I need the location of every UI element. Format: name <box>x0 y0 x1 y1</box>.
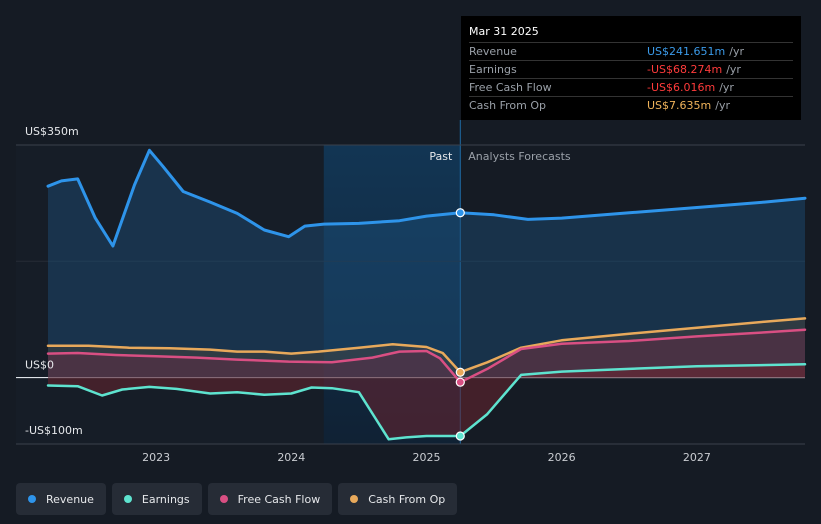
tooltip-panel: Mar 31 2025 Revenue US$241.651m/yr Earning… <box>461 16 801 120</box>
tooltip-row-value: US$241.651m <box>647 45 726 58</box>
tooltip-row-unit: /yr <box>715 99 730 112</box>
tooltip-row-label: Revenue <box>469 45 517 58</box>
x-tick-label: 2023 <box>142 451 170 464</box>
tooltip-row: Free Cash Flow -US$6.016m/yr <box>469 78 793 96</box>
series-lines <box>46 148 807 441</box>
series-areas <box>48 150 805 440</box>
tooltip-row-unit: /yr <box>729 45 744 58</box>
legend-item-earnings[interactable]: Earnings <box>111 483 202 515</box>
tooltip-row-value: -US$6.016m <box>647 81 716 94</box>
legend-item-free-cash-flow[interactable]: Free Cash Flow <box>207 483 333 515</box>
free-cash-flow-marker <box>455 377 465 387</box>
legend-dot-icon <box>219 495 228 503</box>
earnings-line <box>46 363 807 441</box>
x-tick-label: 2026 <box>548 451 576 464</box>
legend: Revenue Earnings Free Cash Flow Cash From O… <box>16 483 458 515</box>
axis-labels: US$350m US$0 -US$100m 2023 2024 2025 2026 2027 P… <box>25 125 711 464</box>
legend-label: Revenue <box>46 492 94 506</box>
tooltip-row-unit: /yr <box>719 81 734 94</box>
forecast-label: Analysts Forecasts <box>468 150 571 163</box>
legend-label: Earnings <box>141 492 190 506</box>
tooltip-row: Earnings -US$68.274m/yr <box>469 60 793 78</box>
x-tick-label: 2025 <box>413 451 441 464</box>
tooltip-date: Mar 31 2025 <box>469 25 539 38</box>
cash-from-op-marker <box>455 367 465 377</box>
revenue-marker <box>455 208 465 218</box>
earnings-area <box>48 364 805 440</box>
tooltip-row-value: -US$68.274m <box>647 63 723 76</box>
legend-dot-icon <box>350 495 359 503</box>
past-label: Past <box>429 150 453 163</box>
tooltip-row-unit: /yr <box>726 63 741 76</box>
series-markers <box>455 208 465 441</box>
revenue-line <box>46 148 807 248</box>
legend-dot-icon <box>123 495 132 503</box>
tooltip-row-label: Earnings <box>469 63 517 76</box>
legend-dot-icon <box>28 495 36 503</box>
legend-label: Cash From Op <box>368 492 446 506</box>
x-tick-label: 2024 <box>277 451 305 464</box>
cash-from-op-line <box>46 317 807 374</box>
tooltip-row: Cash From Op US$7.635m/yr <box>469 96 793 114</box>
legend-label: Free Cash Flow <box>237 492 321 506</box>
chart-background <box>16 120 461 444</box>
y-tick-label: US$0 <box>25 359 54 372</box>
revenue-area <box>48 150 805 378</box>
tooltip-row-value: US$7.635m <box>647 99 712 112</box>
y-tick-label: -US$100m <box>25 424 83 437</box>
earnings-marker <box>455 431 465 441</box>
tooltip-row-label: Cash From Op <box>469 99 547 112</box>
legend-item-cash-from-op[interactable]: Cash From Op <box>338 483 458 515</box>
tooltip-rows: Revenue US$241.651m/yr Earnings -US$68.274m… <box>469 42 793 114</box>
free-cash-flow-line <box>46 328 807 384</box>
tooltip-row-label: Free Cash Flow <box>469 81 552 94</box>
legend-item-revenue[interactable]: Revenue <box>16 483 106 515</box>
x-tick-label: 2027 <box>683 451 711 464</box>
tooltip-row: Revenue US$241.651m/yr <box>469 42 793 60</box>
y-tick-label: US$350m <box>25 125 79 138</box>
